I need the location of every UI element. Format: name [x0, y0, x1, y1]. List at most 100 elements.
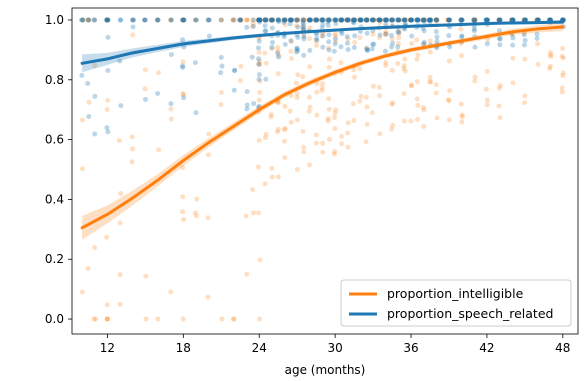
scatter-point [522, 17, 528, 23]
scatter-point [117, 220, 123, 226]
scatter-point [257, 17, 263, 23]
scatter-point [414, 17, 420, 23]
scatter-point [293, 80, 299, 86]
scatter-point [472, 17, 478, 23]
scatter-point [445, 17, 451, 23]
scatter-point [326, 136, 332, 142]
scatter-point [105, 17, 111, 23]
scatter-point [92, 316, 98, 322]
scatter-point [288, 17, 294, 23]
scatter-point [401, 118, 407, 124]
scatter-point [522, 56, 528, 62]
scatter-point [370, 17, 376, 23]
scatter-point [325, 116, 331, 122]
scatter-point [409, 17, 415, 23]
scatter-point [522, 17, 528, 23]
scatter-point [472, 17, 478, 23]
scatter-point [256, 97, 262, 103]
scatter-point [377, 32, 383, 38]
scatter-point [80, 17, 86, 23]
scatter-point [269, 25, 275, 31]
scatter-point [205, 17, 211, 23]
scatter-point [383, 17, 389, 23]
scatter-point [383, 62, 389, 68]
scatter-point [534, 31, 540, 37]
x-axis-label: age (months) [285, 363, 366, 377]
scatter-point [415, 17, 421, 23]
scatter-point [262, 17, 268, 23]
scatter-point [414, 56, 420, 62]
scatter-point [357, 17, 363, 23]
scatter-point [433, 29, 439, 35]
scatter-point [289, 55, 295, 61]
scatter-point [497, 17, 503, 23]
x-tick-label: 30 [327, 341, 342, 355]
scatter-point [351, 17, 357, 23]
scatter-point [168, 17, 174, 23]
scatter-point [484, 17, 490, 23]
scatter-point [433, 17, 439, 23]
scatter-point [496, 17, 502, 23]
scatter-point [433, 17, 439, 23]
scatter-point [459, 119, 465, 125]
scatter-point [155, 316, 161, 322]
scatter-point [293, 17, 299, 23]
scatter-point [510, 17, 516, 23]
scatter-point [251, 17, 257, 23]
scatter-point [319, 17, 325, 23]
scatter-point [421, 124, 427, 130]
scatter-point [496, 17, 502, 23]
scatter-point [180, 59, 186, 65]
scatter-point [369, 17, 375, 23]
scatter-point [287, 17, 293, 23]
scatter-point [117, 301, 123, 307]
scatter-point [357, 17, 363, 23]
scatter-point [276, 54, 282, 60]
scatter-point [262, 17, 268, 23]
scatter-point [237, 17, 243, 23]
scatter-point [408, 17, 414, 23]
scatter-point [352, 33, 358, 39]
scatter-point [401, 17, 407, 23]
scatter-point [130, 17, 136, 23]
scatter-point [414, 17, 420, 23]
scatter-point [243, 213, 249, 219]
scatter-point [428, 17, 434, 23]
scatter-point [376, 84, 382, 90]
scatter-point [325, 118, 331, 124]
scatter-point [446, 17, 452, 23]
scatter-point [497, 17, 503, 23]
scatter-point [389, 17, 395, 23]
scatter-point [510, 17, 516, 23]
scatter-point [351, 17, 357, 23]
scatter-point [117, 272, 123, 278]
scatter-point [326, 39, 332, 45]
scatter-point [85, 17, 91, 23]
scatter-point [510, 17, 516, 23]
scatter-point [433, 17, 439, 23]
scatter-point [326, 64, 332, 70]
scatter-point [142, 17, 148, 23]
scatter-point [86, 113, 92, 119]
scatter-point [333, 107, 339, 113]
scatter-point [484, 17, 490, 23]
scatter-point [244, 102, 250, 108]
scatter-point [104, 106, 110, 112]
scatter-point [244, 89, 250, 95]
scatter-point [421, 19, 427, 25]
scatter-point [427, 17, 433, 23]
scatter-point [130, 146, 136, 152]
scatter-point [104, 17, 110, 23]
scatter-point [428, 17, 434, 23]
scatter-point [269, 17, 275, 23]
scatter-point [333, 17, 339, 23]
scatter-point [408, 83, 414, 89]
scatter-point [219, 63, 225, 69]
scatter-point [301, 17, 307, 23]
scatter-point [288, 17, 294, 23]
scatter-point [459, 17, 465, 23]
scatter-point [338, 17, 344, 23]
scatter-point [251, 101, 257, 107]
scatter-point [433, 82, 439, 88]
